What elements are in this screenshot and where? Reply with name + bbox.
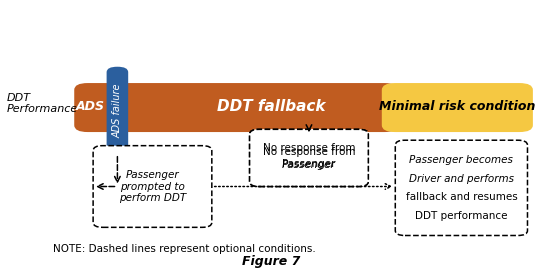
Text: fallback and resumes: fallback and resumes — [406, 192, 517, 202]
Text: DDT
Performance: DDT Performance — [7, 93, 78, 114]
FancyBboxPatch shape — [93, 146, 212, 227]
FancyBboxPatch shape — [396, 140, 527, 235]
Text: DDT fallback: DDT fallback — [217, 99, 325, 114]
Text: ADS: ADS — [76, 100, 105, 113]
Text: Driver and performs: Driver and performs — [409, 174, 514, 184]
Text: No response from
Passenger: No response from Passenger — [263, 147, 355, 169]
FancyBboxPatch shape — [250, 129, 368, 186]
Text: NOTE: Dashed lines represent optional conditions.: NOTE: Dashed lines represent optional co… — [53, 244, 315, 254]
Text: ADS failure: ADS failure — [112, 83, 122, 138]
FancyBboxPatch shape — [74, 83, 398, 132]
Text: No response from: No response from — [263, 143, 355, 153]
Text: Passenger: Passenger — [282, 160, 336, 170]
Text: Passenger
prompted to
perform DDT: Passenger prompted to perform DDT — [119, 170, 186, 203]
FancyBboxPatch shape — [250, 129, 368, 186]
FancyBboxPatch shape — [106, 67, 128, 154]
Text: Passenger becomes: Passenger becomes — [409, 155, 514, 165]
Text: Figure 7: Figure 7 — [242, 255, 300, 268]
Text: DDT performance: DDT performance — [415, 211, 507, 221]
Text: Minimal risk condition: Minimal risk condition — [379, 100, 536, 113]
FancyBboxPatch shape — [382, 83, 533, 132]
